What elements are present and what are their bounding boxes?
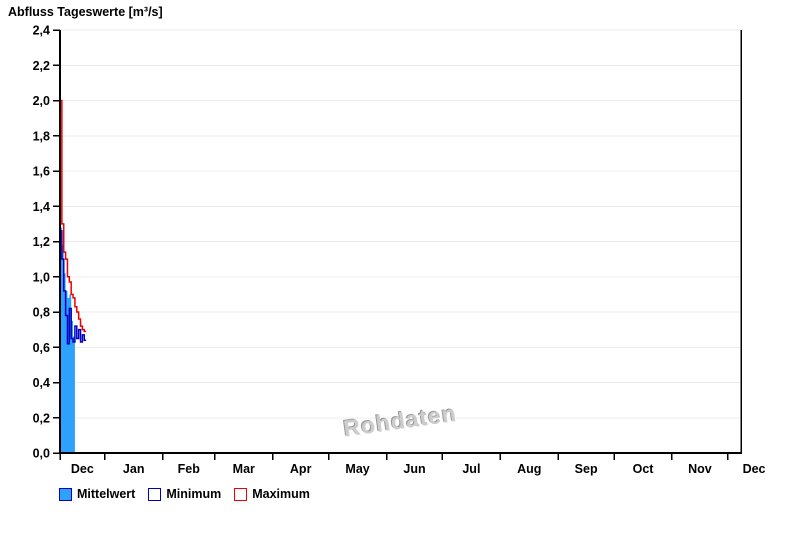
- x-tick-label: May: [345, 462, 369, 476]
- y-tick-label: 1,0: [33, 270, 50, 284]
- y-tick-label: 1,2: [33, 235, 50, 249]
- y-tick-label: 1,4: [33, 200, 50, 214]
- y-tick-label: 0,8: [33, 306, 50, 320]
- x-tick-label: Oct: [633, 462, 655, 476]
- y-tick-label: 1,8: [33, 129, 50, 143]
- x-tick-label: Jun: [403, 462, 425, 476]
- legend-swatch-icon: [59, 487, 72, 501]
- y-tick-label: 1,6: [33, 165, 50, 179]
- x-tick-label: Nov: [688, 462, 712, 476]
- x-tick-label: Dec: [71, 462, 94, 476]
- legend-label: Minimum: [166, 487, 222, 501]
- x-tick-label: Feb: [178, 462, 201, 476]
- x-tick-label: Dec: [743, 462, 766, 476]
- legend-label: Mittelwert: [77, 487, 136, 501]
- x-tick-label: Mar: [233, 462, 255, 476]
- y-tick-label: 2,4: [33, 24, 50, 38]
- legend-item-minimum: Minimum: [148, 487, 221, 501]
- x-tick-label: Sep: [575, 462, 598, 476]
- x-tick-label: Jan: [123, 462, 145, 476]
- x-tick-label: Aug: [517, 462, 541, 476]
- y-tick-label: 2,2: [33, 59, 50, 73]
- series-line-minimum: [60, 230, 87, 345]
- legend-item-mittelwert: Mittelwert: [59, 487, 135, 501]
- y-tick-label: 2,0: [33, 94, 50, 108]
- x-tick-label: Apr: [290, 462, 312, 476]
- x-tick-label: Jul: [462, 462, 480, 476]
- y-tick-label: 0,0: [33, 447, 50, 461]
- legend: Mittelwert Minimum Maximum: [59, 487, 310, 501]
- series-line-maximum: [60, 99, 87, 333]
- legend-swatch-icon: [234, 487, 248, 501]
- legend-swatch-icon: [148, 487, 162, 501]
- y-tick-label: 0,4: [33, 376, 50, 390]
- legend-label: Maximum: [252, 487, 310, 501]
- y-tick-label: 0,2: [33, 411, 50, 425]
- legend-item-maximum: Maximum: [234, 487, 310, 501]
- y-tick-label: 0,6: [33, 341, 50, 355]
- page-title: Abfluss Tageswerte [m³/s]: [8, 5, 163, 19]
